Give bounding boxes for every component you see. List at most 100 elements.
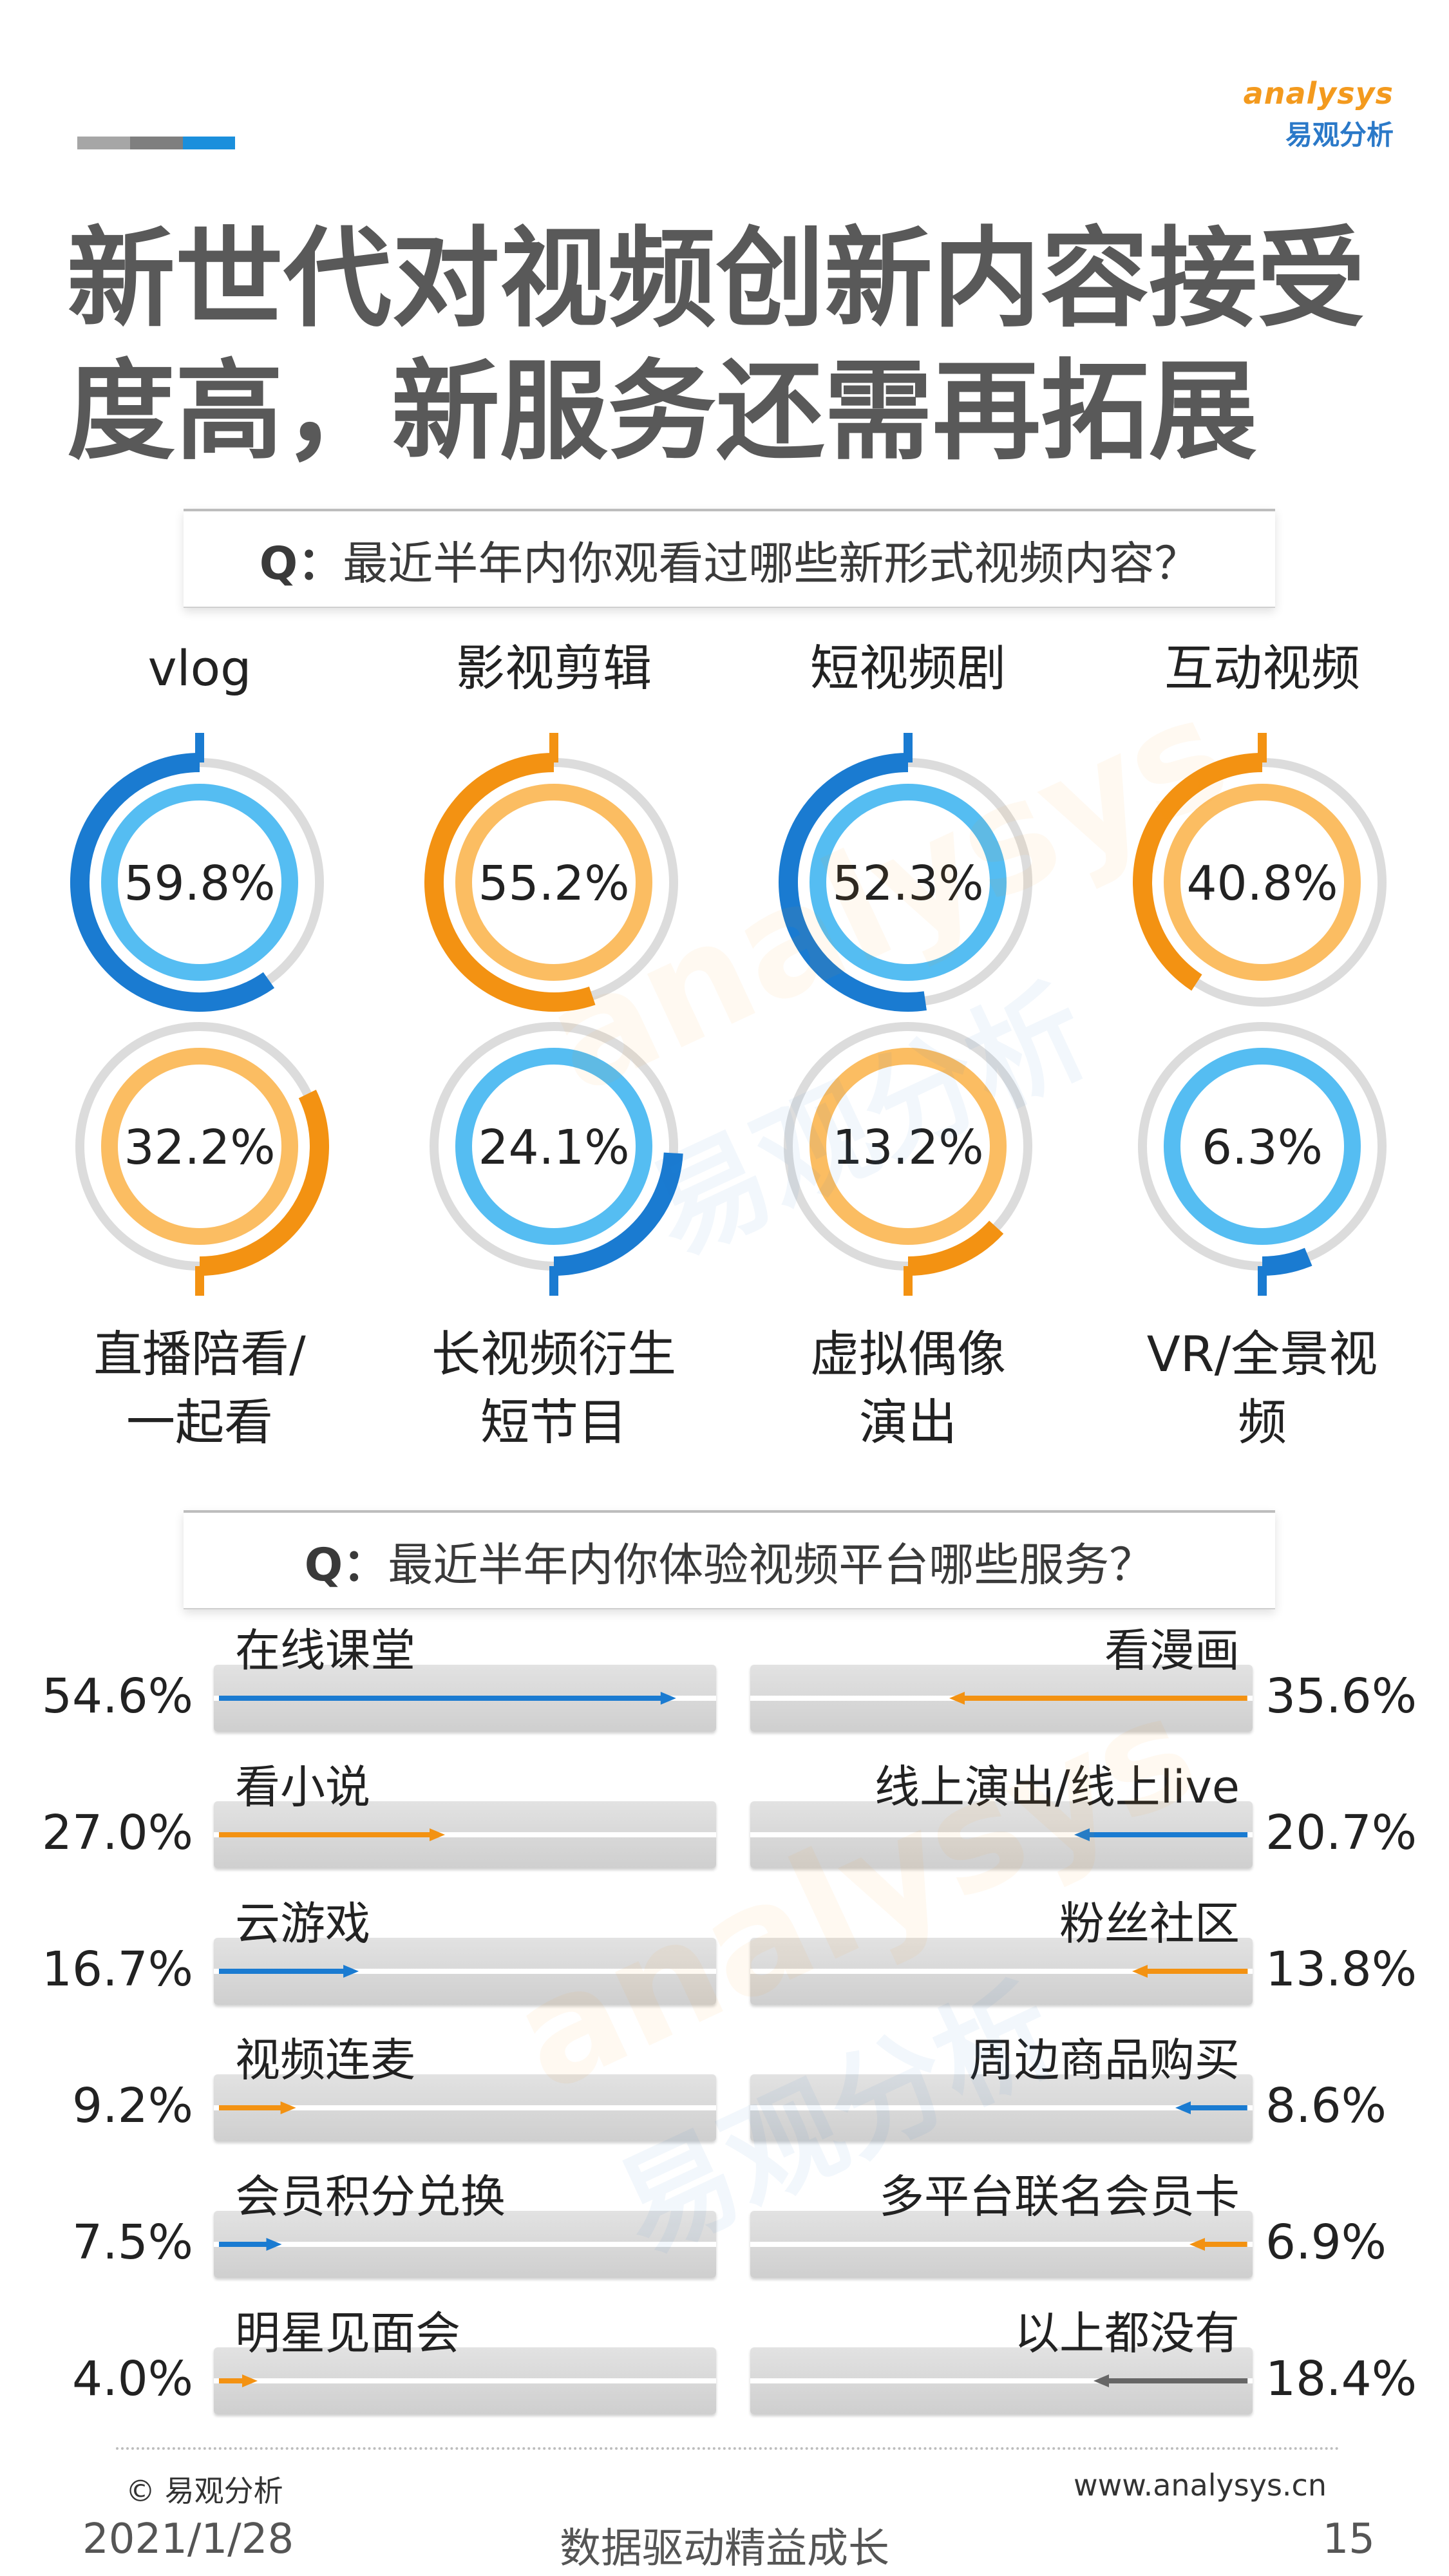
bar-track-line <box>750 2242 1253 2247</box>
donut-category-label: 短视频剧 <box>810 639 1006 697</box>
bar-label-left: 看小说 <box>235 1761 370 1814</box>
bar-arrow <box>219 1828 445 1841</box>
page-number: 15 <box>1322 2515 1375 2563</box>
donut-value-arc <box>199 1090 329 1276</box>
bar-arrow <box>219 1692 676 1705</box>
donut-category-label: 直播陪看/一起看 <box>64 1320 335 1457</box>
donut-inner-ring <box>810 784 1007 981</box>
donut-value-label: 40.8% <box>1186 856 1338 911</box>
donut-label-line: 长视频衍生 <box>431 1325 676 1383</box>
bar-track-line <box>750 1832 1253 1837</box>
bar-track-left <box>214 2074 716 2141</box>
bar-value-left: 9.2% <box>72 2078 193 2134</box>
donut-label-line: 短节目 <box>480 1394 627 1451</box>
bar-label-left: 云游戏 <box>235 1897 370 1950</box>
bar-arrow <box>219 2238 282 2251</box>
bar-track-line <box>750 2105 1253 2110</box>
donut-8: 6.3% <box>1138 1022 1387 1296</box>
bar-value-right: 18.4% <box>1265 2351 1417 2407</box>
footer-slogan: 数据驱动精益成长 <box>560 2525 889 2573</box>
footer-copyright: © 易观分析 <box>126 2474 283 2508</box>
bar-track-line <box>750 2378 1253 2383</box>
bar-track-line <box>750 1969 1253 1974</box>
donut-label-line: 直播陪看/ <box>93 1325 306 1383</box>
donut-inner-ring <box>101 784 298 981</box>
donut-inner-ring <box>101 1048 298 1245</box>
donut-label-line: 一起看 <box>126 1394 273 1451</box>
bar-arrow <box>219 2101 296 2114</box>
bar-label-left: 视频连麦 <box>235 2034 415 2087</box>
bar-track-line <box>214 1969 716 1974</box>
donut-category-label: VR/全景视频 <box>1127 1320 1397 1457</box>
donut-value-arc <box>1262 1247 1312 1276</box>
question-1-prefix: Q： <box>259 536 343 590</box>
bar-arrow <box>1132 1965 1247 1978</box>
donut-value-label: 13.2% <box>832 1120 983 1175</box>
donut-inner-ring <box>810 1048 1007 1245</box>
bar-track-right <box>750 2074 1253 2141</box>
question-2-prefix: Q： <box>304 1538 388 1591</box>
footer-date: 2021/1/28 <box>82 2515 294 2563</box>
question-box-2: Q： 最近半年内你体验视频平台哪些服务？ <box>184 1510 1275 1609</box>
donut-label-line: 演出 <box>859 1394 957 1451</box>
bar-value-right: 13.8% <box>1265 1942 1417 1997</box>
bar-value-right: 20.7% <box>1265 1805 1417 1861</box>
donut-category-label: 长视频衍生 短节目 <box>419 1320 689 1457</box>
bar-label-left: 明星见面会 <box>235 2307 460 2360</box>
donut-inner-ring <box>455 784 652 981</box>
donut-label-line: 频 <box>1238 1394 1287 1451</box>
bar-track-line <box>214 2242 716 2247</box>
bar-value-right: 6.9% <box>1265 2215 1387 2270</box>
bar-arrow <box>1074 1828 1247 1841</box>
question-box-1: Q： 最近半年内你观看过哪些新形式视频内容？ <box>184 509 1275 608</box>
donut-category-label: vlog <box>147 639 252 697</box>
donut-chart-grid: 59.8% 55.2% 52.3% 40.8% 32.2% 24.1% 13.2% 6.3% <box>70 733 1387 1296</box>
donut-value-label: 6.3% <box>1202 1120 1323 1175</box>
bar-value-left: 7.5% <box>72 2215 193 2270</box>
page-title-line2: 度高，新服务还需再拓展 <box>67 348 1257 475</box>
question-2-text: 最近半年内你体验视频平台哪些服务？ <box>388 1538 1155 1591</box>
bar-label-right: 看漫画 <box>1104 1624 1240 1677</box>
donut-value-arc <box>424 753 596 1012</box>
bar-value-left: 27.0% <box>41 1805 193 1861</box>
donut-value-label: 32.2% <box>124 1120 275 1175</box>
donut-7: 13.2% <box>784 1022 1032 1296</box>
bar-value-left: 16.7% <box>41 1942 193 1997</box>
donut-category-label: 互动视频 <box>1164 639 1360 697</box>
bar-track-left <box>214 2211 716 2278</box>
footer-website[interactable]: www.analysys.cn <box>1073 2468 1327 2503</box>
donut-inner-ring <box>455 1048 652 1245</box>
bar-arrow <box>219 1965 359 1978</box>
page-title-line1: 新世代对视频创新内容接受 <box>67 216 1365 342</box>
donut-label-line: VR/全景视 <box>1146 1325 1378 1383</box>
donut-1: 59.8% <box>70 733 324 1012</box>
donut-label-line: 虚拟偶像 <box>810 1325 1006 1383</box>
bar-value-left: 54.6% <box>41 1669 193 1724</box>
bar-value-right: 8.6% <box>1265 2078 1387 2134</box>
bar-track-right <box>750 2211 1253 2278</box>
donut-value-arc <box>1133 753 1263 991</box>
donut-6: 24.1% <box>430 1022 683 1296</box>
bar-track-line <box>214 2378 716 2383</box>
bar-track-line <box>214 2105 716 2110</box>
donut-2: 55.2% <box>424 733 678 1012</box>
bar-label-left: 在线课堂 <box>235 1624 415 1677</box>
donut-value-arc <box>70 753 275 1012</box>
bar-arrow <box>1189 2238 1247 2251</box>
bar-label-right: 粉丝社区 <box>1059 1897 1240 1950</box>
donut-inner-ring <box>1164 1048 1361 1245</box>
donut-value-label: 24.1% <box>478 1120 629 1175</box>
donut-4: 40.8% <box>1133 733 1387 1007</box>
logo-wordmark: analysys <box>1243 76 1394 111</box>
bar-arrow <box>1175 2101 1247 2114</box>
bar-track-line <box>214 1832 716 1837</box>
donut-3: 52.3% <box>779 733 1032 1012</box>
bar-arrow <box>949 1692 1247 1705</box>
donut-value-arc <box>779 753 927 1012</box>
bar-label-right: 多平台联名会员卡 <box>879 2170 1240 2223</box>
header-deco-bars <box>77 137 235 149</box>
donut-value-arc <box>907 1220 1004 1276</box>
bar-track-left <box>214 2347 716 2414</box>
donut-value-label: 52.3% <box>832 856 983 911</box>
donut-value-label: 59.8% <box>124 856 275 911</box>
